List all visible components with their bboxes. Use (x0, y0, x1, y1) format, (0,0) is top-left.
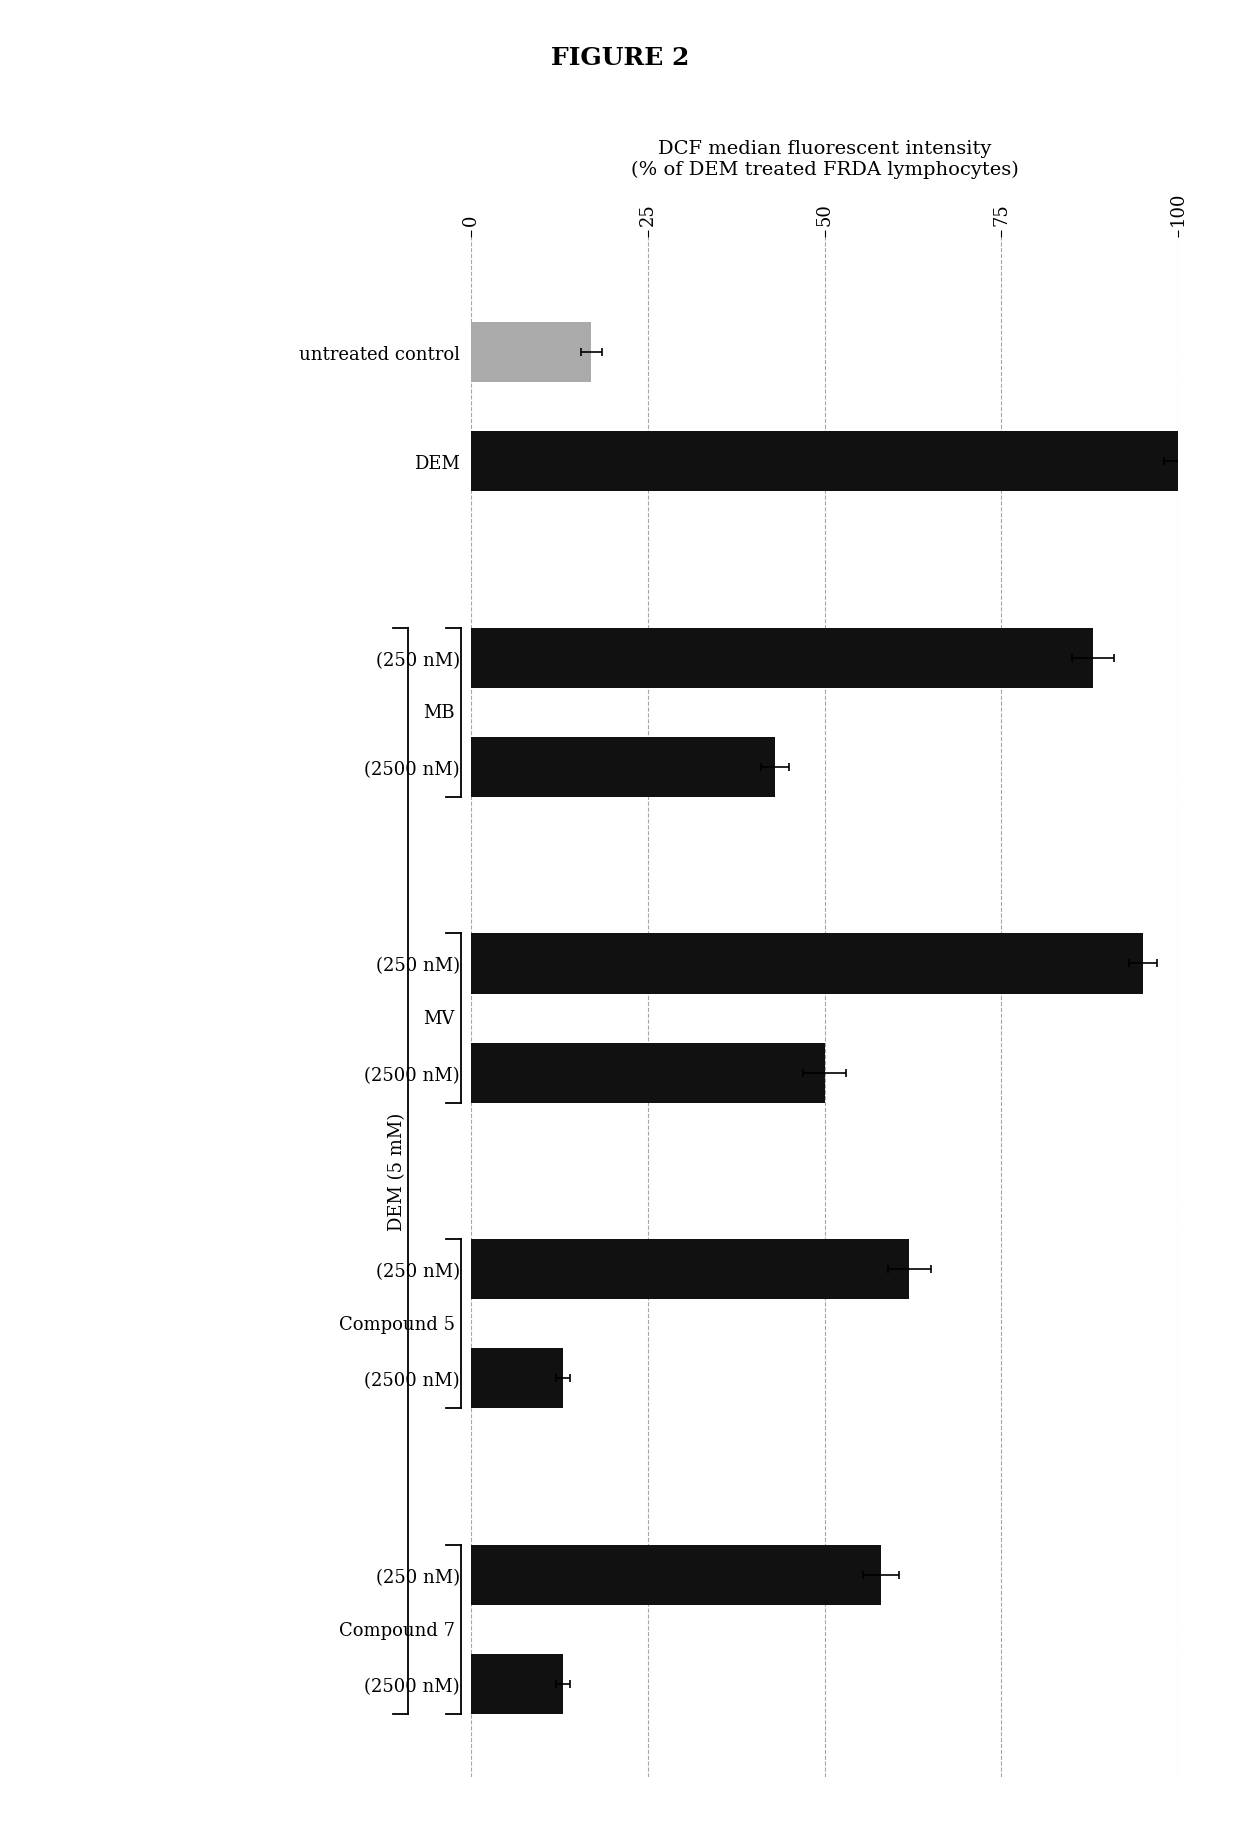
Bar (471, 432, 1178, 493)
Bar (471, 1240, 909, 1299)
Bar (471, 1654, 563, 1715)
Text: FIGURE 2: FIGURE 2 (551, 46, 689, 70)
Bar (471, 738, 775, 797)
Text: Compound 5: Compound 5 (339, 1315, 455, 1334)
Text: MV: MV (424, 1009, 455, 1028)
Bar (471, 934, 1142, 995)
Bar (471, 1348, 563, 1409)
Bar (471, 322, 591, 383)
X-axis label: DCF median fluorescent intensity
(% of DEM treated FRDA lymphocytes): DCF median fluorescent intensity (% of D… (631, 139, 1018, 180)
Text: MB: MB (423, 703, 455, 722)
Bar (471, 1042, 825, 1103)
Text: Compound 7: Compound 7 (339, 1621, 455, 1638)
Text: DEM (5 mM): DEM (5 mM) (388, 1112, 405, 1231)
Bar (471, 628, 1094, 689)
Bar (471, 1544, 882, 1605)
